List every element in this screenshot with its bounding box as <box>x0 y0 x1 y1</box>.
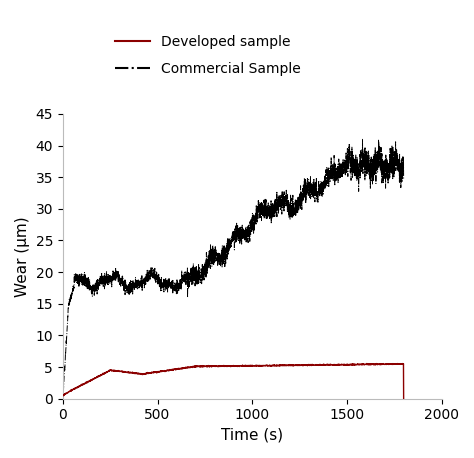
Y-axis label: Wear (μm): Wear (μm) <box>15 216 30 297</box>
Legend: Developed sample, Commercial Sample: Developed sample, Commercial Sample <box>115 35 301 76</box>
X-axis label: Time (s): Time (s) <box>221 428 283 443</box>
